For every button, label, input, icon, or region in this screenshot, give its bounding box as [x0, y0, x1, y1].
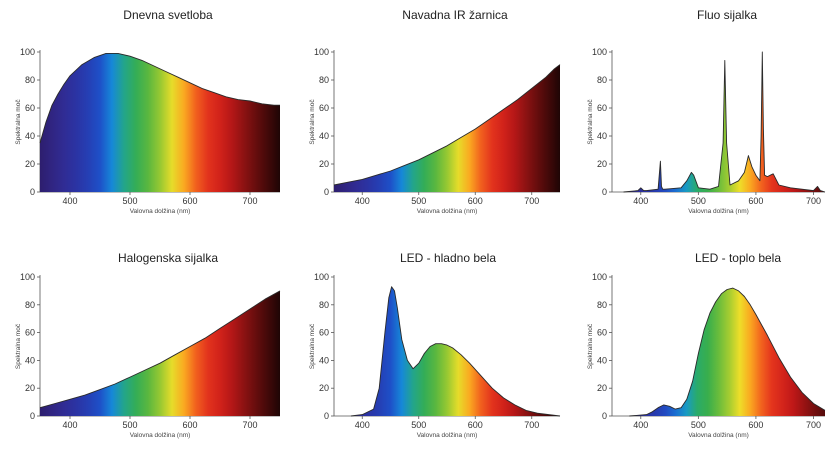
- x-axis-label: Valovna dolžina (nm): [130, 208, 191, 215]
- x-tick-label: 700: [806, 196, 821, 206]
- y-tick-label: 60: [597, 103, 607, 113]
- spectrum-line: [350, 286, 561, 417]
- chart-panel: Halogenska sijalka Spektralna moč Valovna …: [15, 251, 281, 439]
- y-tick-label: 80: [597, 300, 607, 310]
- chart-panel: Navadna IR žarnica Spektralna moč Valovna …: [309, 8, 561, 215]
- y-tick-label: 0: [602, 187, 607, 197]
- y-tick-label: 80: [319, 300, 329, 310]
- y-tick-label: 60: [319, 103, 329, 113]
- x-tick-label: 400: [633, 420, 648, 430]
- x-tick-label: 400: [62, 420, 77, 430]
- x-tick-label: 700: [806, 420, 821, 430]
- x-tick-label: 500: [691, 420, 706, 430]
- spectrum-area: [623, 52, 825, 192]
- x-tick-label: 700: [524, 420, 539, 430]
- x-tick-label: 400: [355, 420, 370, 430]
- x-tick-label: 500: [411, 420, 426, 430]
- y-tick-label: 0: [324, 411, 329, 421]
- y-tick-label: 100: [20, 272, 35, 282]
- x-axis-label: Valovna dolžina (nm): [417, 432, 478, 439]
- spectrum-line: [629, 287, 826, 417]
- y-tick-label: 40: [597, 131, 607, 141]
- x-tick-label: 600: [468, 420, 483, 430]
- y-tick-label: 80: [319, 75, 329, 85]
- y-axis-label: Spektralna moč: [587, 99, 594, 145]
- y-axis-label: Spektralna moč: [309, 99, 316, 145]
- x-tick-label: 700: [242, 420, 257, 430]
- y-tick-label: 40: [319, 131, 329, 141]
- x-axis-label: Valovna dolžina (nm): [688, 208, 749, 215]
- chart-title: LED - toplo bela: [695, 251, 781, 265]
- x-tick-label: 600: [182, 420, 197, 430]
- y-axis-label: Spektralna moč: [15, 323, 22, 369]
- y-tick-label: 80: [597, 75, 607, 85]
- y-tick-label: 80: [25, 300, 35, 310]
- spectrum-area: [629, 288, 825, 416]
- spectrum-line: [39, 52, 280, 144]
- x-tick-label: 400: [62, 196, 77, 206]
- y-tick-label: 20: [25, 159, 35, 169]
- chart-title: Navadna IR žarnica: [402, 8, 508, 22]
- x-tick-label: 500: [691, 196, 706, 206]
- spectrum-line: [39, 290, 281, 409]
- y-tick-label: 0: [602, 411, 607, 421]
- y-tick-label: 60: [25, 103, 35, 113]
- x-tick-label: 400: [633, 196, 648, 206]
- y-axis-label: Spektralna moč: [309, 323, 316, 369]
- x-axis-label: Valovna dolžina (nm): [688, 432, 749, 439]
- y-tick-label: 0: [324, 187, 329, 197]
- spectrum-area: [40, 290, 280, 416]
- y-tick-label: 100: [20, 47, 35, 57]
- spectrum-area: [40, 53, 280, 193]
- chart-title: Halogenska sijalka: [118, 251, 218, 265]
- chart-title: Dnevna svetloba: [123, 8, 213, 22]
- x-tick-label: 500: [122, 196, 137, 206]
- x-tick-label: 600: [182, 196, 197, 206]
- y-tick-label: 20: [597, 383, 607, 393]
- y-axis-label: Spektralna moč: [15, 99, 22, 145]
- spectrum-line: [333, 64, 561, 186]
- y-tick-label: 20: [25, 383, 35, 393]
- y-tick-label: 60: [25, 328, 35, 338]
- chart-panel: Fluo sijalka Spektralna moč Valovna dolžin…: [587, 8, 826, 215]
- x-axis-label: Valovna dolžina (nm): [417, 208, 478, 215]
- x-tick-label: 400: [355, 196, 370, 206]
- spectrum-area: [350, 286, 560, 416]
- chart-title: Fluo sijalka: [697, 8, 757, 22]
- y-tick-label: 60: [597, 328, 607, 338]
- y-tick-label: 100: [314, 272, 329, 282]
- y-tick-label: 40: [25, 355, 35, 365]
- x-tick-label: 600: [748, 196, 763, 206]
- y-tick-label: 20: [319, 159, 329, 169]
- x-tick-label: 500: [122, 420, 137, 430]
- y-tick-label: 100: [314, 47, 329, 57]
- y-tick-label: 40: [597, 355, 607, 365]
- x-axis-label: Valovna dolžina (nm): [130, 432, 191, 439]
- y-tick-label: 0: [30, 411, 35, 421]
- chart-panel: Dnevna svetloba Spektralna moč Valovna dol…: [15, 8, 280, 215]
- y-tick-label: 20: [319, 383, 329, 393]
- x-tick-label: 500: [411, 196, 426, 206]
- y-tick-label: 40: [25, 131, 35, 141]
- x-tick-label: 700: [242, 196, 257, 206]
- y-tick-label: 80: [25, 75, 35, 85]
- y-tick-label: 20: [597, 159, 607, 169]
- x-tick-label: 700: [524, 196, 539, 206]
- chart-panel: LED - toplo bela Spektralna moč Valovna do…: [587, 251, 826, 439]
- y-tick-label: 100: [592, 47, 607, 57]
- spectrum-line: [623, 51, 826, 193]
- y-tick-label: 0: [30, 187, 35, 197]
- chart-panel: LED - hladno bela Spektralna moč Valovna d…: [309, 251, 561, 439]
- spectrum-area: [334, 64, 560, 192]
- y-tick-label: 60: [319, 328, 329, 338]
- y-tick-label: 40: [319, 355, 329, 365]
- y-axis-label: Spektralna moč: [587, 323, 594, 369]
- x-tick-label: 600: [748, 420, 763, 430]
- x-tick-label: 600: [468, 196, 483, 206]
- chart-title: LED - hladno bela: [400, 251, 496, 265]
- y-tick-label: 100: [592, 272, 607, 282]
